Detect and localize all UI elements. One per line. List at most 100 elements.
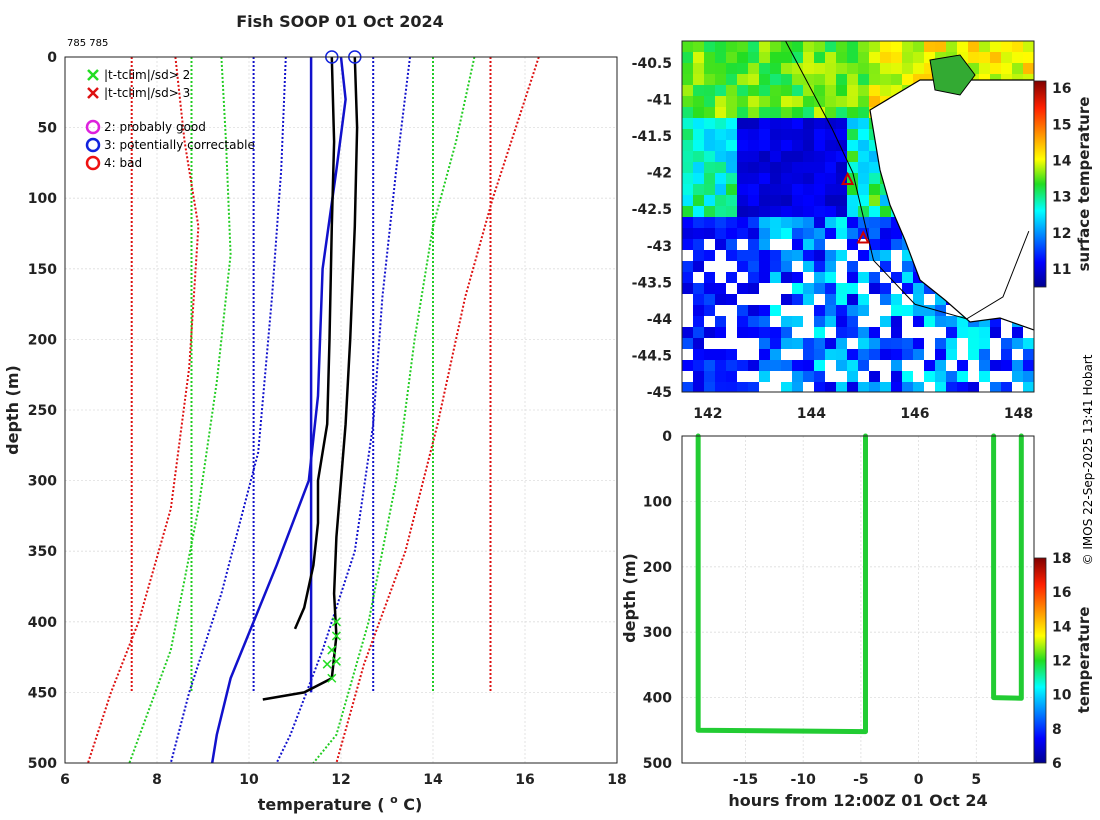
sst-cell	[814, 283, 825, 294]
sst-cell	[902, 294, 913, 305]
sst-cell	[990, 52, 1001, 63]
sst-cell	[858, 41, 869, 52]
sst-cell	[880, 294, 891, 305]
sst-cell	[792, 206, 803, 217]
sst-cell	[847, 228, 858, 239]
sst-cell	[693, 382, 704, 392]
sst-cell	[770, 195, 781, 206]
sst-cell	[682, 305, 693, 316]
sst-cell	[902, 360, 913, 371]
sst-cell	[704, 305, 715, 316]
sst-cell	[704, 41, 715, 52]
sst-cell	[1001, 360, 1012, 371]
sst-cell	[781, 239, 792, 250]
sst-cell	[704, 129, 715, 140]
sst-cell	[803, 107, 814, 118]
sst-colorbar-tick: 15	[1052, 117, 1071, 133]
sst-cell	[891, 250, 902, 261]
sst-cell	[1001, 52, 1012, 63]
sst-cell	[770, 85, 781, 96]
sst-cell	[1012, 349, 1023, 360]
sst-cell	[924, 338, 935, 349]
sst-cell	[726, 195, 737, 206]
sst-cell	[814, 338, 825, 349]
x-tick-label: 12	[331, 772, 350, 788]
sst-cell	[693, 349, 704, 360]
sst-cell	[781, 74, 792, 85]
sst-cell	[847, 74, 858, 85]
sst-cell	[759, 41, 770, 52]
sst-cell	[814, 294, 825, 305]
sst-cell	[825, 96, 836, 107]
sst-cell	[803, 294, 814, 305]
sst-cell	[990, 360, 1001, 371]
sst-cell	[814, 305, 825, 316]
sst-cell	[858, 74, 869, 85]
sst-cell	[825, 151, 836, 162]
sst-cell	[979, 382, 990, 392]
sst-cell	[759, 96, 770, 107]
sst-cell	[693, 63, 704, 74]
sst-cell	[781, 206, 792, 217]
sst-cell	[990, 338, 1001, 349]
sst-cell	[847, 118, 858, 129]
sst-cell	[715, 129, 726, 140]
sst-cell	[726, 63, 737, 74]
sst-cell	[990, 349, 1001, 360]
sst-cell	[770, 129, 781, 140]
sst-cell	[869, 294, 880, 305]
sst-cell	[869, 41, 880, 52]
sst-cell	[704, 272, 715, 283]
sst-cell	[814, 261, 825, 272]
y-tick-label: 350	[28, 544, 57, 560]
temp-colorbar-label: temperature	[1075, 607, 1093, 714]
sst-cell	[792, 316, 803, 327]
sst-cell	[781, 85, 792, 96]
sst-cell	[880, 360, 891, 371]
sst-cell	[704, 338, 715, 349]
map-x-tick: 148	[1004, 406, 1033, 422]
sst-cell	[726, 327, 737, 338]
sst-cell	[748, 349, 759, 360]
sst-cell	[891, 371, 902, 382]
sst-cell	[858, 338, 869, 349]
sst-cell	[770, 272, 781, 283]
sst-cell	[836, 382, 847, 392]
sst-cell	[836, 371, 847, 382]
legend-circle-marker	[85, 119, 101, 135]
sst-cell	[682, 272, 693, 283]
sst-cell	[792, 272, 803, 283]
sst-cell	[858, 140, 869, 151]
sst-cell	[825, 239, 836, 250]
sst-cell	[715, 239, 726, 250]
sst-cell	[693, 41, 704, 52]
sst-cell	[759, 151, 770, 162]
sst-cell	[770, 371, 781, 382]
sst-cell	[836, 151, 847, 162]
sst-cell	[770, 261, 781, 272]
sst-cell	[748, 371, 759, 382]
sst-cell	[704, 239, 715, 250]
sst-cell	[715, 371, 726, 382]
sst-cell	[737, 206, 748, 217]
sst-cell	[759, 272, 770, 283]
sst-cell	[803, 360, 814, 371]
sst-cell	[869, 184, 880, 195]
sst-cell	[902, 74, 913, 85]
sst-cell	[781, 305, 792, 316]
sst-cell	[726, 272, 737, 283]
sst-cell	[715, 206, 726, 217]
sst-cell	[825, 261, 836, 272]
sst-cell	[814, 140, 825, 151]
y-tick-label: 150	[28, 262, 57, 278]
sst-cell	[781, 316, 792, 327]
sst-cell	[693, 371, 704, 382]
sst-cell	[704, 206, 715, 217]
sst-cell	[836, 206, 847, 217]
sst-cell	[693, 195, 704, 206]
sst-cell	[803, 63, 814, 74]
y-tick-label: 200	[28, 332, 57, 348]
sst-cell	[968, 349, 979, 360]
series-local-1sd	[169, 56, 287, 764]
sst-cell	[836, 85, 847, 96]
